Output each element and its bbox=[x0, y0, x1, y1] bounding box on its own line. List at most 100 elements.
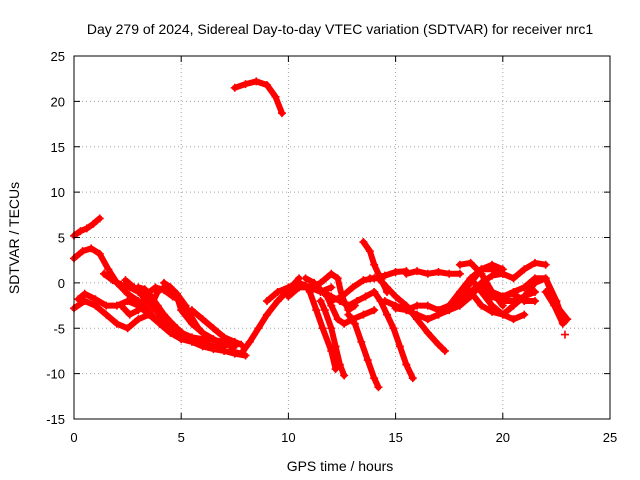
data-point-marker bbox=[434, 267, 443, 276]
data-point-marker bbox=[440, 346, 449, 355]
data-point-marker bbox=[160, 278, 169, 287]
data-point-marker bbox=[273, 287, 282, 296]
data-point-marker bbox=[509, 289, 518, 298]
data-point-marker bbox=[76, 227, 85, 236]
data-point-marker bbox=[466, 258, 475, 267]
series-arc-19 bbox=[322, 292, 379, 328]
data-point-marker bbox=[254, 324, 263, 333]
y-tick-label: -10 bbox=[46, 367, 65, 382]
series-arc-16 bbox=[301, 274, 379, 310]
data-point-marker bbox=[331, 365, 340, 374]
data-point-marker bbox=[262, 297, 271, 306]
data-point-marker bbox=[344, 301, 353, 310]
data-point-marker bbox=[413, 310, 422, 319]
data-point-marker bbox=[327, 283, 336, 292]
data-point-marker bbox=[365, 247, 374, 256]
data-point-marker bbox=[104, 265, 113, 274]
data-point-marker bbox=[370, 374, 379, 383]
data-point-marker bbox=[541, 274, 550, 283]
data-point-marker bbox=[333, 274, 342, 283]
data-point-marker bbox=[423, 301, 432, 310]
data-point-marker bbox=[209, 335, 218, 344]
data-point-marker bbox=[353, 297, 362, 306]
data-point-marker bbox=[160, 286, 169, 295]
data-point-marker bbox=[91, 295, 100, 304]
data-point-marker bbox=[370, 260, 379, 269]
data-series bbox=[70, 77, 572, 392]
data-point-marker bbox=[310, 278, 319, 287]
data-point-marker bbox=[402, 269, 411, 278]
series-arc-1 bbox=[70, 214, 104, 240]
x-tick-label: 20 bbox=[496, 430, 510, 445]
data-point-marker bbox=[445, 301, 454, 310]
data-point-marker bbox=[560, 330, 569, 339]
data-point-marker bbox=[445, 269, 454, 278]
data-point-marker bbox=[145, 310, 154, 319]
data-point-marker bbox=[357, 337, 366, 346]
y-tick-label: 20 bbox=[51, 94, 65, 109]
data-point-marker bbox=[273, 297, 282, 306]
data-point-marker bbox=[117, 301, 126, 310]
data-point-marker bbox=[520, 310, 529, 319]
data-point-marker bbox=[423, 328, 432, 337]
series-trail bbox=[542, 288, 571, 327]
data-point-marker bbox=[190, 319, 199, 328]
data-point-marker bbox=[520, 283, 529, 292]
data-point-marker bbox=[262, 81, 271, 90]
data-point-marker bbox=[455, 260, 464, 269]
data-point-marker bbox=[108, 276, 117, 285]
data-point-marker bbox=[402, 306, 411, 315]
data-point-marker bbox=[95, 249, 104, 258]
data-point-marker bbox=[370, 287, 379, 296]
data-point-marker bbox=[237, 349, 246, 358]
data-point-marker bbox=[301, 274, 310, 283]
data-point-marker bbox=[252, 77, 261, 86]
data-point-marker bbox=[95, 214, 104, 223]
data-point-marker bbox=[365, 274, 374, 283]
y-tick-label: 25 bbox=[51, 49, 65, 64]
data-point-marker bbox=[142, 289, 151, 298]
series-arc-24 bbox=[365, 274, 449, 355]
data-point-marker bbox=[151, 283, 160, 292]
series-arc-2 bbox=[230, 77, 286, 118]
data-point-marker bbox=[541, 260, 550, 269]
y-tick-label: -5 bbox=[53, 321, 65, 336]
series-arc-11 bbox=[160, 278, 239, 351]
x-tick-label: 25 bbox=[603, 430, 617, 445]
data-point-marker bbox=[350, 319, 359, 328]
data-point-marker bbox=[160, 310, 169, 319]
data-point-marker bbox=[530, 297, 539, 306]
data-point-marker bbox=[147, 301, 156, 310]
data-point-marker bbox=[520, 265, 529, 274]
data-point-marker bbox=[391, 304, 400, 313]
data-point-marker bbox=[166, 283, 175, 292]
data-point-marker bbox=[335, 360, 344, 369]
data-point-marker bbox=[477, 269, 486, 278]
data-point-marker bbox=[530, 274, 539, 283]
data-point-marker bbox=[80, 297, 89, 306]
data-point-marker bbox=[563, 315, 572, 324]
data-point-marker bbox=[241, 80, 250, 89]
data-point-marker bbox=[220, 340, 229, 349]
data-point-marker bbox=[327, 297, 336, 306]
data-point-marker bbox=[509, 315, 518, 324]
data-point-marker bbox=[530, 258, 539, 267]
data-point-marker bbox=[509, 274, 518, 283]
data-point-marker bbox=[340, 371, 349, 380]
series-isolated-point bbox=[560, 330, 569, 339]
data-point-marker bbox=[344, 310, 353, 319]
data-point-marker bbox=[318, 287, 327, 296]
axis-ticks: 0 5 10 15 20 25 -15 -10 -5 0 5 10 15 20 25 bbox=[46, 49, 617, 445]
data-point-marker bbox=[172, 324, 181, 333]
data-point-marker bbox=[383, 310, 392, 319]
data-point-marker bbox=[187, 333, 196, 342]
series-arc-34 bbox=[498, 258, 550, 283]
data-point-marker bbox=[391, 292, 400, 301]
data-point-marker bbox=[125, 310, 134, 319]
chart-title: Day 279 of 2024, Sidereal Day-to-day VTE… bbox=[87, 21, 593, 37]
data-point-marker bbox=[558, 319, 567, 328]
y-tick-label: 0 bbox=[58, 276, 65, 291]
data-point-marker bbox=[338, 292, 346, 301]
data-point-marker bbox=[498, 292, 507, 301]
